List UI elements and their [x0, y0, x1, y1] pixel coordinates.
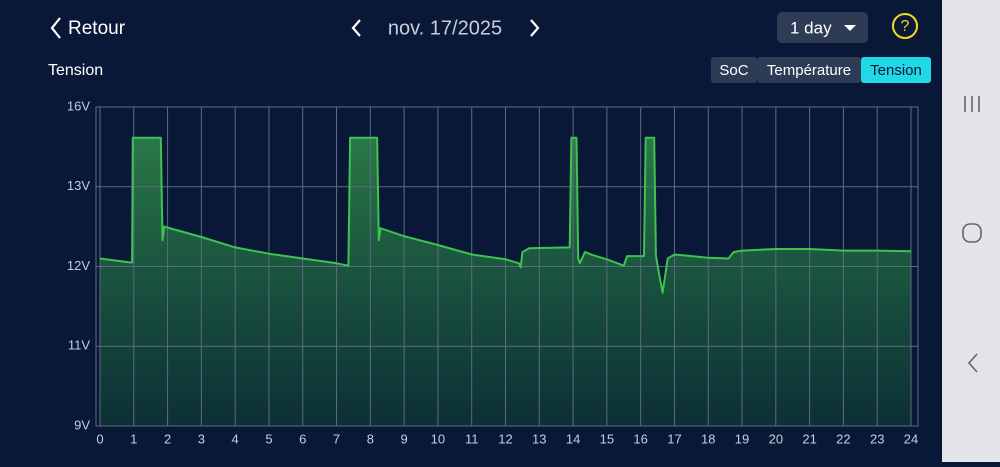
nav-home[interactable]: [962, 223, 982, 243]
tab-label[interactable]: Tension: [870, 62, 922, 79]
range-label[interactable]: 1 day: [790, 18, 832, 37]
x-tick-label: 23: [870, 431, 884, 446]
x-tick-label: 14: [566, 431, 580, 446]
help-label[interactable]: ?: [901, 18, 910, 35]
x-tick-label: 15: [600, 431, 614, 446]
y-tick-label: 11V: [68, 338, 90, 353]
y-tick-label: 16V: [67, 98, 90, 113]
tab-label[interactable]: SoC: [719, 62, 748, 79]
tab-bg[interactable]: [711, 57, 757, 83]
y-tick-label: 13V: [67, 178, 90, 193]
next-day[interactable]: [530, 19, 540, 37]
tabs: SoC Température Tension: [711, 57, 931, 83]
x-tick-label: 17: [667, 431, 681, 446]
x-tick-label: 24: [904, 431, 918, 446]
x-tick-label: 20: [769, 431, 783, 446]
x-tick-label: 1: [130, 431, 137, 446]
x-tick-label: 16: [633, 431, 647, 446]
x-tick-label: 13: [532, 431, 546, 446]
x-tick-label: 8: [367, 431, 374, 446]
back-button[interactable]: Retour: [50, 17, 126, 39]
tab-bg[interactable]: [861, 57, 931, 83]
help-button[interactable]: ?: [892, 13, 918, 39]
range-dropdown[interactable]: 1 day: [777, 12, 868, 43]
x-tick-label: 11: [465, 431, 479, 446]
prev-day[interactable]: [351, 19, 361, 37]
nav-recent[interactable]: [964, 96, 980, 112]
x-tick-label: 21: [802, 431, 816, 446]
x-tick-label: 6: [299, 431, 306, 446]
chart-title: Tension: [48, 62, 103, 79]
line: [99, 136, 912, 294]
x-tick-label: 5: [265, 431, 272, 446]
x-tick-label: 3: [198, 431, 205, 446]
nav-back[interactable]: [967, 353, 978, 373]
tab-label[interactable]: Température: [767, 62, 851, 79]
x-tick-label: 19: [735, 431, 749, 446]
x-tick-label: 7: [333, 431, 340, 446]
x-tick-label: 4: [232, 431, 239, 446]
tab-bg[interactable]: [757, 57, 861, 83]
date: nov. 17/2025: [388, 17, 502, 39]
x-tick-label: 0: [96, 431, 103, 446]
x-tick-label: 10: [431, 431, 445, 446]
x-tick-label: 9: [401, 431, 408, 446]
x-tick-label: 12: [498, 431, 512, 446]
y-tick-label: 9V: [74, 417, 90, 432]
back-label[interactable]: Retour: [68, 18, 126, 39]
nav-bar: [942, 0, 1000, 462]
y-tick-label: 12V: [67, 258, 90, 273]
x-tick-label: 18: [701, 431, 715, 446]
x-tick-label: 22: [836, 431, 850, 446]
x-tick-label: 2: [164, 431, 171, 446]
